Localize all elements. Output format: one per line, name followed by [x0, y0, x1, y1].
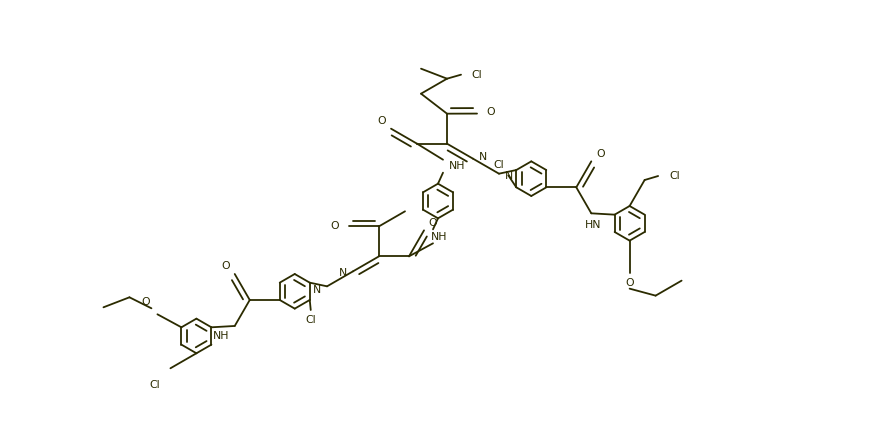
Text: N: N: [479, 152, 486, 162]
Text: O: O: [428, 218, 437, 228]
Text: NH: NH: [449, 161, 465, 170]
Text: Cl: Cl: [669, 171, 680, 181]
Text: N: N: [504, 170, 513, 181]
Text: Cl: Cl: [149, 380, 160, 390]
Text: O: O: [141, 297, 149, 307]
Text: O: O: [486, 107, 495, 117]
Text: Cl: Cl: [305, 315, 316, 325]
Text: NH: NH: [430, 232, 447, 242]
Text: O: O: [624, 278, 633, 288]
Text: NH: NH: [212, 331, 229, 341]
Text: N: N: [313, 285, 320, 295]
Text: Cl: Cl: [471, 70, 482, 80]
Text: O: O: [378, 116, 386, 126]
Text: O: O: [330, 221, 339, 232]
Text: N: N: [339, 268, 347, 278]
Text: Cl: Cl: [493, 160, 503, 170]
Text: O: O: [221, 261, 230, 271]
Text: O: O: [595, 150, 604, 160]
Text: HN: HN: [585, 220, 601, 230]
